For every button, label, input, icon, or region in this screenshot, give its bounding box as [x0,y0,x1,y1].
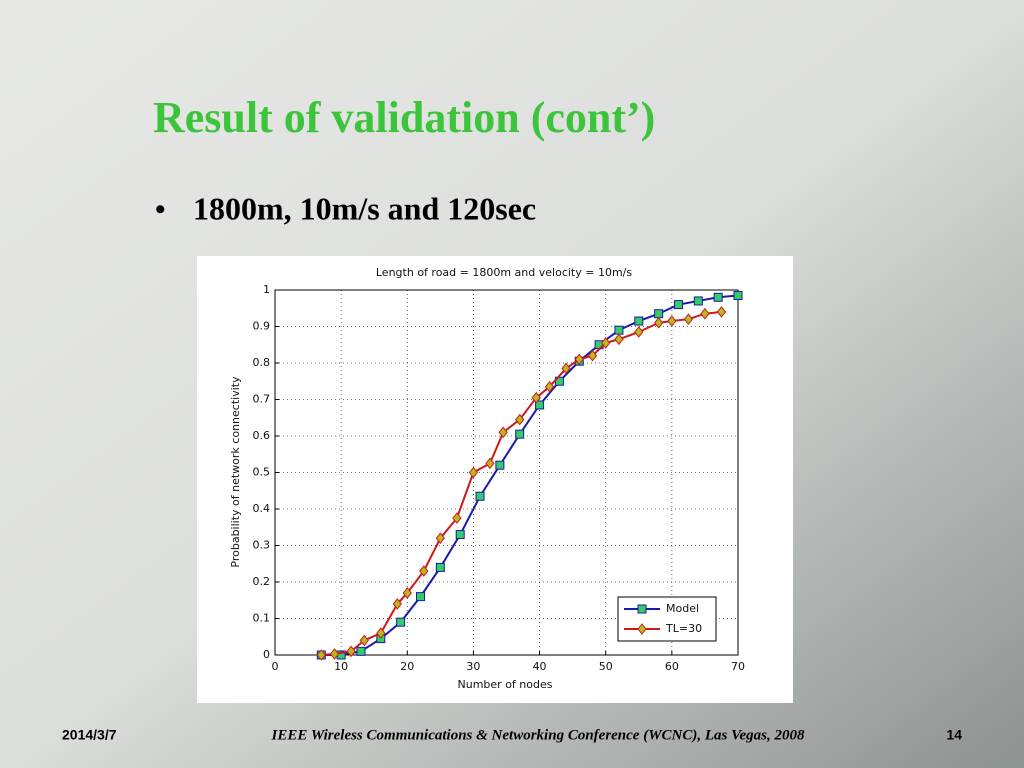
x-tick-label: 70 [731,660,745,673]
marker [498,426,508,439]
plot: 0 10 20 30 40 50 60 70 0 0.1 0.2 0.3 0.4 0.5 0.6 0.7 0.8… [253,283,746,673]
series-line [321,294,739,656]
marker [587,349,598,362]
marker [392,598,403,610]
marker [402,587,412,599]
y-tick-label: 0.9 [253,320,271,333]
marker [713,292,723,302]
y-tick-label: 0.3 [253,539,271,552]
marker [667,315,677,327]
marker [601,337,611,349]
marker [733,290,743,300]
marker [346,645,356,658]
x-tick-label: 50 [599,660,613,673]
marker [515,429,525,439]
marker [376,627,386,639]
marker [535,400,545,410]
marker [359,634,369,647]
marker [561,362,571,375]
x-tick-label: 10 [334,660,348,673]
x-tick-label: 0 [272,660,279,673]
y-tick-label: 0.2 [253,575,271,588]
marker [356,646,366,656]
plot-frame [274,289,739,656]
x-tick-label: 20 [400,660,414,673]
marker [435,532,445,545]
marker [475,491,485,501]
y-tick-label: 0.6 [253,429,271,442]
marker [614,325,624,335]
marker [495,460,505,470]
y-tick-label: 0.1 [253,612,271,625]
legend-marker [637,604,647,614]
plot-area [275,290,738,655]
marker [329,648,340,660]
marker [614,333,624,346]
marker [653,317,664,329]
y-tick-label: 0.4 [253,502,271,515]
footer-conference: IEEE Wireless Communications & Networkin… [271,727,805,743]
legend-box [617,596,717,642]
marker [693,296,703,306]
marker [700,307,710,320]
x-tick-label: 30 [466,660,480,673]
marker [485,457,495,470]
x-axis-label: Number of nodes [458,678,553,691]
y-tick-label: 0.5 [253,466,271,479]
marker [316,649,326,661]
marker [452,512,462,524]
legend-marker [637,623,647,635]
marker [544,380,555,393]
marker [419,565,429,577]
bullet-symbol: • [155,193,166,226]
marker [574,353,584,366]
x-tick-label: 60 [665,660,679,673]
marker [531,391,541,404]
marker [396,617,406,627]
slide-title: Result of validation (cont’) [153,93,655,142]
y-tick-label: 0 [263,648,270,661]
marker [716,306,727,318]
marker [468,466,479,479]
footer-date: 2014/3/7 [62,727,117,743]
legend-label: TL=30 [665,622,702,635]
footer-page: 14 [946,727,962,743]
marker [515,413,525,426]
chart-title: Length of road = 1800m and velocity = 10… [376,266,632,279]
marker [634,326,644,338]
bullet-text: 1800m, 10m/s and 120sec [193,190,536,226]
y-axis-label: Probability of network connectivity [229,376,242,568]
marker [654,309,664,319]
marker [435,562,445,572]
y-tick-label: 1 [263,283,270,296]
y-tick-label: 0.8 [253,356,271,369]
marker [673,300,683,310]
marker [634,316,644,326]
y-tick-label: 0.7 [253,393,271,406]
legend-label: Model [666,602,699,615]
marker [455,530,465,540]
x-tick-label: 40 [533,660,547,673]
marker [416,592,426,602]
marker [683,313,694,326]
